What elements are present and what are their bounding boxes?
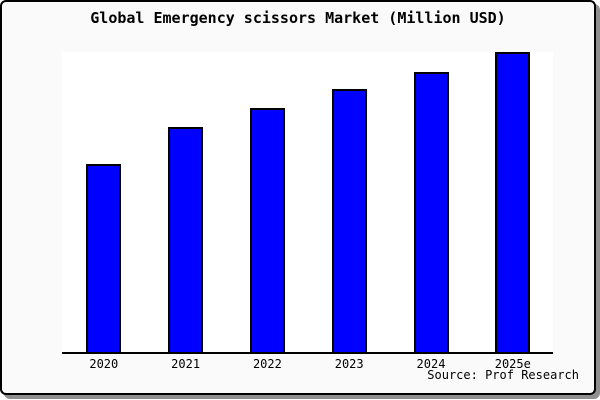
chart-title: Global Emergency scissors Market (Millio… [90,9,506,27]
plot-area [62,52,553,354]
x-axis-label-2023: 2023 [334,357,364,371]
bar-2021 [168,127,204,352]
source-note: Source: Prof Research [427,368,579,382]
x-axis-label-2022: 2022 [252,357,282,371]
x-axis-label-2025e: 2025e [494,357,531,371]
x-axis-label-2020: 2020 [89,357,119,371]
bar-2020 [86,164,122,352]
x-axis-label-2024: 2024 [416,357,446,371]
bar-2025e [495,52,531,352]
bar-2024 [413,72,449,352]
x-axis-label-2021: 2021 [171,357,201,371]
bar-2023 [331,89,367,352]
bar-2022 [249,108,285,352]
